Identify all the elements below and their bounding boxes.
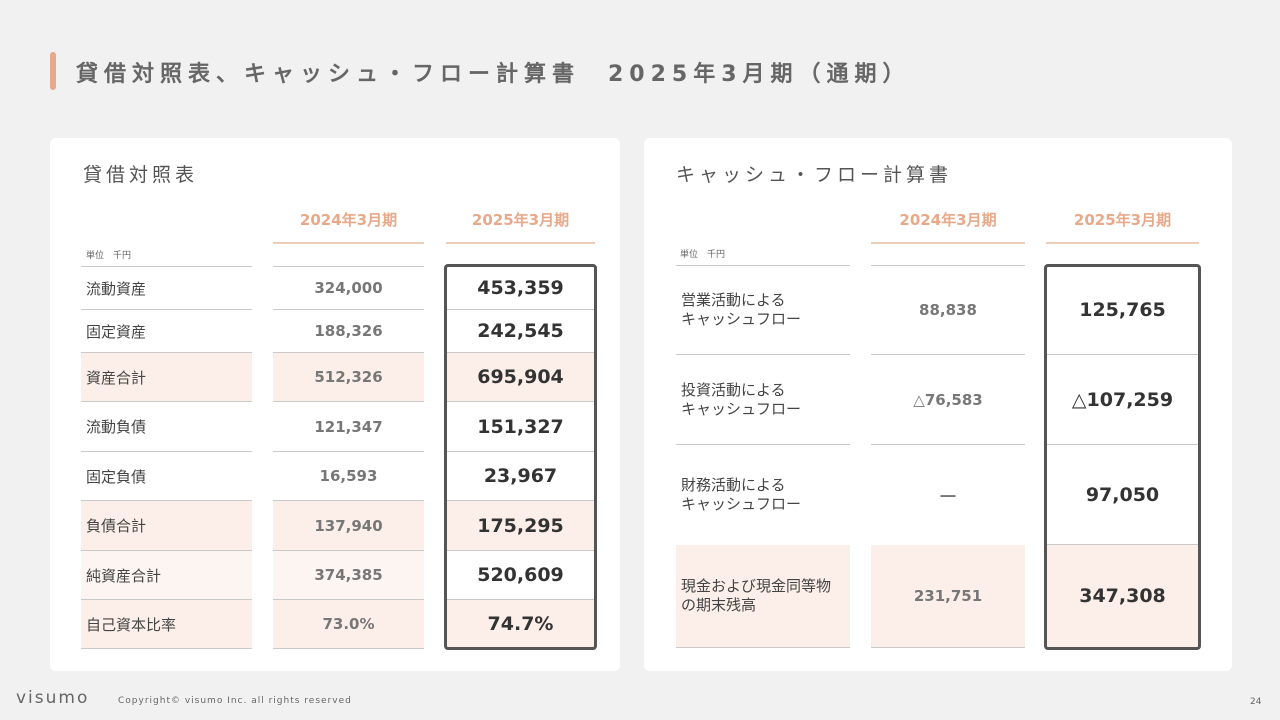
cf-row-label: 現金および現金同等物 の期末残高 [676,545,850,648]
bs-row-prev-value: 512,326 [273,353,424,402]
bs-year-prev-header: 2024年3月期 [273,210,424,244]
bs-row-curr-value: 175,295 [446,501,595,551]
cf-row-label-line1: 投資活動による [681,380,786,399]
bs-row-prev-value: 137,940 [273,501,424,551]
bs-row-label: 固定負債 [81,452,252,501]
bs-row-prev-value: 16,593 [273,452,424,501]
cf-row-prev-value: 231,751 [871,545,1025,648]
cf-row-label-line1: 現金および現金同等物 [681,577,832,595]
balance-sheet-card: 貸借対照表 2024年3月期 2025年3月期 単位 千円 流動資産 324,0… [50,138,620,671]
bs-row-prev-value: 73.0% [273,600,424,649]
bs-row-prev-value: 324,000 [273,267,424,310]
bs-row-label: 負債合計 [81,501,252,551]
cf-unit-label: 単位 千円 [680,250,726,260]
bs-row-label: 純資産合計 [81,551,252,600]
cash-flow-title: キャッシュ・フロー計算書 [676,164,953,186]
cf-row-label: 営業活動による キャッシュフロー [676,266,850,355]
cash-flow-card: キャッシュ・フロー計算書 2024年3月期 2025年3月期 単位 千円 営業活… [644,138,1232,671]
page-title: 貸借対照表、キャッシュ・フロー計算書 2025年3月期（通期） [76,62,911,87]
cf-row-curr-value: 97,050 [1046,445,1199,545]
bs-row-prev-value: 374,385 [273,551,424,600]
title-accent-bar [50,52,56,90]
bs-row-curr-value: 23,967 [446,452,595,501]
copyright-text: Copyright© visumo Inc. all rights reserv… [118,696,352,706]
bs-row-prev-value: 188,326 [273,310,424,353]
cf-row-label-line2: キャッシュフロー [681,399,802,418]
cf-row-label-line1: 財務活動による [681,476,786,494]
cf-row-prev-value: 88,838 [871,266,1025,355]
bs-unit-divider [273,266,424,267]
bs-row-curr-value: 74.7% [446,600,595,649]
cf-row-label: 財務活動による キャッシュフロー [676,445,850,545]
bs-row-label: 流動負債 [81,402,252,452]
cf-row-label-line2: キャッシュフロー [681,310,802,328]
balance-sheet-title: 貸借対照表 [83,164,199,186]
cf-unit-divider [676,265,850,266]
bs-year-curr-header: 2025年3月期 [446,210,595,244]
cf-row-curr-value: 347,308 [1046,545,1199,648]
bs-row-label: 固定資産 [81,310,252,353]
cf-row-prev-value: ― [940,486,956,504]
bs-unit-divider [81,266,252,267]
bs-row-curr-value: 695,904 [446,353,595,402]
bs-row-curr-value: 151,327 [446,402,595,452]
bs-row-label: 資産合計 [81,353,252,402]
cf-year-curr-header: 2025年3月期 [1046,210,1199,244]
bs-row-curr-value: 520,609 [446,551,595,600]
cf-row-curr-value: 125,765 [1046,266,1199,355]
bs-row-label: 流動資産 [81,267,252,310]
bs-row-curr-value: 242,545 [446,310,595,353]
bs-unit-label: 単位 千円 [86,251,132,261]
cf-year-prev-header: 2024年3月期 [871,210,1025,244]
cf-row-curr-value: △107,259 [1046,355,1199,445]
bs-row-curr-value: 453,359 [446,267,595,310]
bs-row-label: 自己資本比率 [81,600,252,649]
visumo-logo: visumo [16,688,90,708]
bs-row-prev-value: 121,347 [273,402,424,452]
page-number: 24 [1250,697,1262,707]
cf-row-label-line2: の期末残高 [681,596,757,614]
cf-unit-divider [871,265,1025,266]
cf-row-label-line1: 営業活動による [681,291,786,309]
cf-row-label-line2: キャッシュフロー [681,495,802,513]
cf-row-label: 投資活動による キャッシュフロー [676,355,850,445]
cf-row-prev-value: △76,583 [871,355,1025,445]
